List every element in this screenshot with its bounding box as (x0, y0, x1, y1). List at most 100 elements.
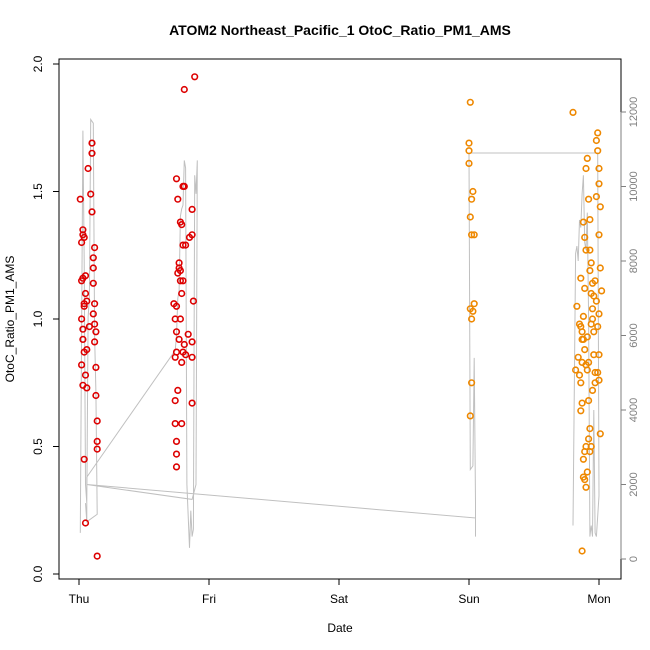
scatter-point (178, 289, 186, 298)
scatter-point (592, 193, 601, 201)
scatter-point (582, 246, 590, 254)
scatter-point (575, 371, 584, 379)
scatter-point (579, 218, 588, 226)
scatter-point (188, 205, 196, 213)
scatter-point (465, 147, 473, 155)
scatter-point (582, 164, 590, 173)
scatter-point (579, 473, 588, 481)
scatter-point (581, 284, 589, 293)
scatter-point (80, 233, 88, 241)
scatter-point (180, 85, 188, 94)
scatter-point (468, 379, 476, 387)
plot-frame (58, 58, 622, 580)
y2-tick-label: 12000 (628, 97, 640, 128)
scatter-point (595, 351, 603, 359)
scatter-point (179, 277, 187, 285)
scatter-point (573, 302, 581, 310)
scatter-point (89, 310, 97, 318)
scatter-point (590, 328, 598, 336)
scatter-point (176, 315, 184, 323)
scatter-point (581, 233, 589, 241)
x-axis: Thu Fri Sat Sun Mon (69, 578, 611, 606)
scatter-points (76, 73, 606, 560)
scatter-point (93, 445, 101, 453)
y2-tick-label: 6000 (628, 323, 640, 347)
scatter-point (81, 272, 90, 280)
scatter-point (594, 323, 602, 331)
scatter-point (577, 379, 585, 387)
scatter-point (178, 358, 186, 367)
scatter-point (90, 244, 99, 252)
scatter-point (584, 397, 593, 405)
scatter-point (79, 325, 87, 333)
scatter-point (77, 361, 86, 369)
line-series-path (79, 117, 600, 548)
scatter-point (594, 147, 602, 155)
scatter-point (586, 448, 594, 456)
y2-tick-label: 10000 (628, 171, 640, 202)
scatter-point (92, 363, 100, 372)
scatter-point (90, 300, 99, 308)
scatter-point (578, 547, 586, 555)
scatter-point (470, 231, 478, 239)
scatter-point (81, 519, 90, 527)
scatter-point (172, 437, 181, 446)
x-tick-label: Sat (330, 592, 349, 606)
scatter-point (470, 300, 478, 308)
scatter-point (178, 420, 186, 428)
scatter-point (469, 187, 477, 196)
scatter-point (592, 297, 601, 305)
scatter-point (596, 264, 604, 272)
scatter-point (468, 231, 476, 239)
scatter-point (81, 289, 90, 298)
scatter-point (172, 328, 181, 336)
scatter-point (466, 412, 474, 420)
scatter-point (172, 463, 181, 471)
scatter-point (175, 335, 183, 344)
scatter-point (595, 376, 603, 384)
scatter-point (79, 335, 87, 344)
scatter-point (171, 397, 179, 405)
y2-tick-label: 8000 (628, 249, 640, 273)
x-tick-label: Mon (587, 592, 610, 606)
scatter-point (581, 346, 589, 354)
scatter-point (87, 190, 95, 198)
scatter-point (586, 267, 594, 275)
scatter-point (577, 407, 585, 415)
scatter-point (571, 366, 580, 374)
scatter-point (583, 366, 591, 374)
y-tick-label: 1.0 (31, 310, 45, 327)
scatter-point (578, 358, 586, 367)
scatter-point (90, 338, 99, 346)
scatter-point (583, 154, 591, 162)
scatter-point (83, 346, 91, 354)
chart-title: ATOM2 Northeast_Pacific_1 OtoC_Ratio_PM1… (169, 22, 511, 38)
scatter-point (582, 483, 590, 491)
scatter-point (93, 552, 101, 560)
scatter-point (578, 399, 586, 407)
scatter-point (588, 386, 597, 395)
scatter-point (184, 330, 192, 338)
scatter-point (88, 139, 96, 147)
scatter-point (182, 351, 190, 359)
x-axis-label: Date (327, 621, 353, 635)
scatter-point (172, 450, 181, 458)
scatter-point (89, 264, 97, 272)
scatter-point (77, 315, 86, 323)
scatter-point (174, 195, 182, 203)
scatter-point (594, 368, 602, 377)
scatter-point (466, 213, 474, 221)
scatter-point (172, 348, 181, 356)
scatter-point (583, 333, 591, 341)
scatter-point (586, 425, 594, 433)
scatter-point (172, 175, 181, 183)
scatter-point (465, 159, 473, 167)
scatter-point (176, 277, 184, 285)
scatter-point (188, 399, 196, 407)
scatter-point (191, 73, 199, 81)
scatter-point (176, 267, 184, 275)
scatter-point (170, 300, 178, 308)
scatter-point (591, 277, 599, 285)
